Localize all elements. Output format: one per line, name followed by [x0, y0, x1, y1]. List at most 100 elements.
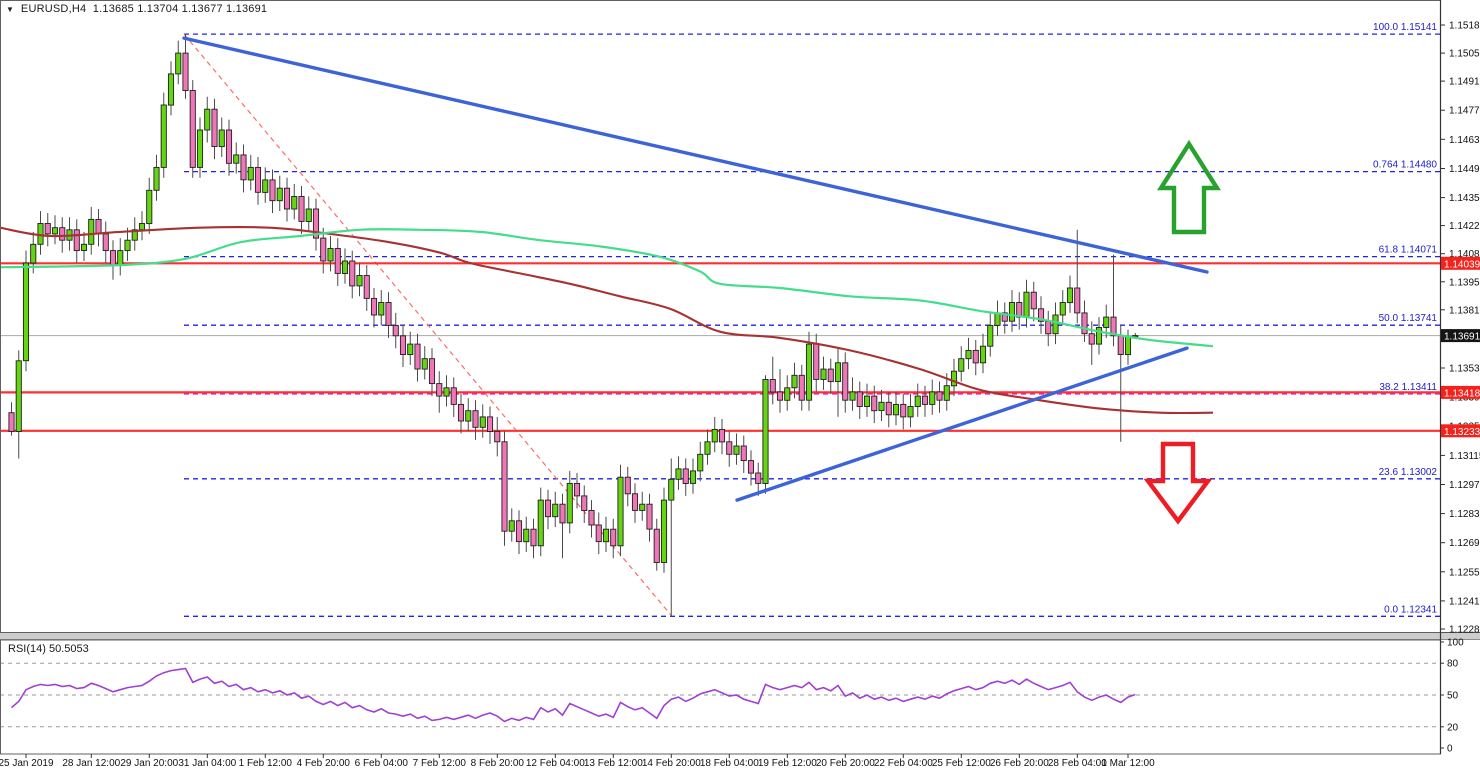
bear-candle [450, 387, 457, 405]
bear-candle [1037, 308, 1045, 322]
bear-candle [109, 250, 117, 266]
fib-level-label: 61.8 1.14071 [1379, 245, 1438, 256]
fib-level-label: 38.2 1.13411 [1379, 382, 1437, 393]
bull-candle [834, 362, 842, 382]
bear-candle [269, 179, 276, 202]
bull-candle [668, 478, 675, 501]
bear-candle [44, 223, 51, 235]
bull-candle [1124, 336, 1132, 356]
price-tick-label: 1.12835 [1449, 509, 1480, 520]
price-tick-label: 1.13115 [1449, 451, 1480, 462]
down-arrow-icon[interactable] [1143, 441, 1213, 525]
time-tick-label: 19 Feb 12:00 [758, 758, 817, 769]
current-price-badge-text: 1.13691 [1444, 332, 1480, 343]
bear-candle [472, 410, 479, 428]
price-badges: 1.14039 1.13418 1.13233 1.13691 [1441, 256, 1480, 438]
bull-candle [994, 312, 1001, 326]
price-tick-label: 1.12415 [1449, 596, 1480, 607]
bear-candle [501, 441, 508, 532]
bear-candle [73, 229, 80, 252]
bull-candle [863, 395, 871, 407]
bear-candle [254, 166, 262, 193]
bear-candle [1117, 335, 1124, 355]
bull-candle [892, 403, 900, 416]
bear-candle [559, 503, 566, 524]
line-price-badge [1441, 424, 1480, 438]
bear-candle [631, 493, 639, 511]
bear-candle [936, 391, 943, 401]
signal-arrows[interactable] [1143, 139, 1222, 525]
bull-candle [762, 379, 769, 484]
bear-candle [530, 528, 537, 547]
time-tick-label: 31 Jan 04:00 [178, 758, 236, 769]
price-tick-label: 1.12975 [1449, 480, 1480, 491]
bull-candle [552, 503, 559, 518]
bull-candle [160, 104, 167, 168]
bull-candle [175, 52, 182, 75]
bear-candle [312, 208, 320, 239]
bull-candle [407, 343, 414, 355]
bull-candle [1066, 287, 1074, 304]
bear-candle [646, 503, 653, 530]
price-tick-label: 1.14775 [1449, 106, 1480, 117]
bear-candle [486, 416, 494, 432]
time-tick-label: 22 Feb 04:00 [874, 758, 933, 769]
bull-candle [291, 196, 298, 210]
trendlines[interactable] [182, 36, 1209, 502]
bear-candle [334, 248, 341, 274]
pane-splitter[interactable] [0, 633, 1480, 639]
time-tick-label: 20 Feb 20:00 [816, 758, 875, 769]
symbol-dropdown-icon[interactable]: ▼ [6, 4, 14, 14]
candlestick-series [8, 34, 1139, 617]
bear-candle [610, 528, 617, 547]
bull-candle [791, 374, 798, 389]
price-tick-label: 1.14915 [1449, 77, 1480, 88]
price-tick-label: 1.14220 [1449, 221, 1480, 232]
bear-candle [211, 108, 218, 148]
line-price-badge [1441, 256, 1480, 270]
bear-candle [798, 374, 805, 401]
bear-candle [59, 227, 66, 241]
bull-candle [914, 395, 921, 407]
ascending-support-trendline[interactable] [735, 346, 1189, 502]
bear-candle [392, 324, 399, 337]
line-price-badge [1441, 385, 1480, 399]
bull-candle [943, 385, 950, 401]
bear-candle [755, 472, 762, 484]
bear-candle [494, 430, 501, 443]
bull-candle [965, 349, 972, 360]
bear-candle [428, 358, 436, 385]
bear-candle [885, 401, 892, 416]
bull-candle [704, 441, 711, 455]
bear-candle [349, 260, 356, 287]
bull-candle [218, 129, 225, 148]
bear-candle [972, 349, 979, 364]
fib-level-label: 0.0 1.12341 [1384, 604, 1437, 615]
bull-candle [523, 528, 530, 543]
bull-candle [138, 223, 146, 231]
rsi-scale-label: 80 [1447, 659, 1459, 670]
bull-candle [51, 227, 59, 235]
bear-candle [1045, 320, 1052, 335]
bull-candle [1059, 302, 1066, 316]
up-arrow-icon[interactable] [1156, 139, 1222, 235]
descending-resistance-trendline[interactable] [182, 36, 1209, 274]
bear-candle [842, 362, 849, 401]
price-tick-label: 1.13950 [1449, 277, 1480, 288]
line-price-badge-text: 1.13233 [1444, 427, 1480, 438]
bear-candle [581, 495, 588, 511]
rsi-pane[interactable] [0, 662, 1440, 728]
bear-candle [776, 391, 784, 401]
time-tick-label: 28 Jan 12:00 [62, 758, 120, 769]
bull-candle [117, 250, 124, 266]
time-tick-label: 25 Feb 12:00 [932, 758, 991, 769]
time-tick-label: 26 Feb 20:00 [990, 758, 1049, 769]
bear-candle [595, 524, 602, 543]
bull-candle [979, 345, 987, 364]
line-price-badge-text: 1.13418 [1444, 388, 1480, 399]
bull-candle [327, 248, 334, 262]
price-tick-label: 1.12280 [1449, 625, 1480, 636]
